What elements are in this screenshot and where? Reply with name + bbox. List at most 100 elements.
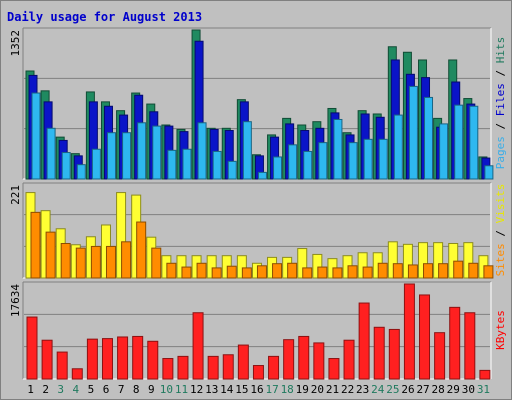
x-tick-label-day-24: 24 — [371, 383, 385, 396]
bar-pages-day-30 — [469, 105, 479, 180]
x-tick-label-day-9: 9 — [148, 383, 155, 396]
bar-kbytes-day-13 — [207, 355, 219, 380]
x-tick-label-day-17: 17 — [265, 383, 278, 396]
bar-kbytes-day-12 — [192, 312, 204, 380]
x-tick-label-day-16: 16 — [250, 383, 263, 396]
bar-kbytes-day-23 — [358, 302, 370, 380]
bar-sites-day-28 — [438, 263, 449, 279]
bar-pages-day-17 — [273, 156, 283, 180]
bar-kbytes-day-1 — [26, 316, 38, 380]
bar-kbytes-day-28 — [434, 332, 446, 380]
bar-kbytes-day-4 — [71, 368, 83, 380]
bar-pages-day-18 — [288, 144, 298, 180]
bar-sites-day-23 — [362, 266, 373, 279]
bar-sites-day-15 — [241, 267, 252, 279]
bar-kbytes-day-10 — [162, 358, 174, 380]
x-tick-label-day-8: 8 — [133, 383, 140, 396]
bar-pages-day-1 — [31, 92, 41, 180]
bar-sites-day-27 — [423, 263, 434, 279]
bar-kbytes-day-9 — [147, 340, 159, 380]
bar-sites-day-5 — [90, 245, 101, 279]
bar-pages-day-26 — [408, 85, 418, 180]
x-tick-label-day-6: 6 — [103, 383, 110, 396]
bar-pages-day-27 — [424, 96, 434, 180]
bar-pages-day-16 — [257, 171, 267, 180]
bar-sites-day-9 — [151, 247, 162, 279]
bar-kbytes-day-24 — [373, 326, 385, 380]
bar-pages-day-23 — [363, 138, 373, 180]
legend-1: Pages / Files / Hits — [494, 37, 507, 170]
x-tick-label-day-30: 30 — [462, 383, 475, 396]
bar-sites-day-19 — [302, 267, 313, 279]
bar-kbytes-day-14 — [222, 354, 234, 380]
legend-3: KBytes — [494, 310, 507, 350]
bar-kbytes-day-3 — [56, 351, 68, 380]
bar-pages-day-5 — [91, 148, 101, 180]
bar-sites-day-13 — [211, 267, 222, 279]
bar-sites-day-11 — [181, 266, 192, 279]
bar-sites-day-12 — [196, 262, 207, 279]
bar-sites-day-7 — [121, 241, 132, 279]
bar-pages-day-3 — [61, 152, 71, 180]
bar-pages-day-21 — [333, 118, 343, 180]
bar-kbytes-day-7 — [117, 336, 129, 380]
x-tick-label-day-11: 11 — [175, 383, 188, 396]
bar-sites-day-8 — [136, 221, 147, 279]
legend-entry: / — [494, 63, 507, 83]
bar-pages-day-10 — [167, 149, 177, 180]
bar-sites-day-6 — [105, 245, 116, 279]
bar-pages-day-29 — [454, 104, 464, 180]
legend-entry: Visits — [494, 184, 507, 224]
y-max-label-3: 17634 — [9, 284, 22, 317]
bar-sites-day-14 — [226, 265, 237, 279]
legend-entry: / — [494, 223, 507, 243]
legend-entry: Hits — [494, 37, 507, 64]
x-tick-label-day-31: 31 — [477, 383, 490, 396]
bar-kbytes-day-19 — [298, 335, 310, 380]
bar-sites-day-1 — [30, 211, 41, 279]
bar-pages-day-14 — [227, 160, 237, 180]
y-max-label-1: 1352 — [9, 30, 22, 57]
legend-2: Sites / Visits — [494, 184, 507, 277]
legend-entry: / — [494, 116, 507, 136]
bar-sites-day-18 — [287, 262, 298, 279]
legend-entry: Sites — [494, 243, 507, 276]
x-tick-label-day-3: 3 — [57, 383, 64, 396]
x-tick-label-day-28: 28 — [432, 383, 445, 396]
bar-pages-day-24 — [378, 138, 388, 180]
x-tick-label-day-27: 27 — [416, 383, 429, 396]
x-tick-label-day-23: 23 — [356, 383, 369, 396]
bar-kbytes-day-15 — [237, 344, 249, 380]
bar-pages-day-28 — [439, 123, 449, 180]
x-tick-label-day-18: 18 — [281, 383, 294, 396]
x-tick-label-day-15: 15 — [235, 383, 248, 396]
bar-kbytes-day-27 — [419, 294, 431, 380]
legend-entry: Files — [494, 83, 507, 116]
bar-sites-day-10 — [166, 262, 177, 279]
x-tick-label-day-22: 22 — [341, 383, 354, 396]
x-tick-label-day-26: 26 — [401, 383, 414, 396]
bar-kbytes-day-30 — [464, 312, 476, 380]
x-tick-label-day-1: 1 — [27, 383, 34, 396]
bar-pages-day-19 — [303, 150, 313, 180]
bar-sites-day-30 — [468, 262, 479, 279]
bar-kbytes-day-17 — [268, 355, 280, 380]
bar-sites-day-20 — [317, 266, 328, 279]
bar-pages-day-8 — [137, 122, 147, 180]
bar-pages-day-22 — [348, 142, 358, 180]
bar-kbytes-day-31 — [479, 369, 491, 380]
bar-kbytes-day-18 — [283, 339, 295, 380]
y-max-label-2: 221 — [9, 185, 22, 205]
bar-kbytes-day-2 — [41, 339, 53, 380]
bar-kbytes-day-22 — [343, 339, 355, 380]
bar-sites-day-25 — [392, 263, 403, 279]
bar-pages-day-15 — [242, 121, 252, 180]
bar-sites-day-22 — [347, 265, 358, 279]
bar-sites-day-16 — [256, 265, 267, 279]
x-tick-label-day-21: 21 — [326, 383, 339, 396]
bar-pages-day-13 — [212, 150, 222, 180]
bar-pages-day-9 — [152, 125, 162, 180]
bar-pages-day-25 — [393, 114, 403, 180]
